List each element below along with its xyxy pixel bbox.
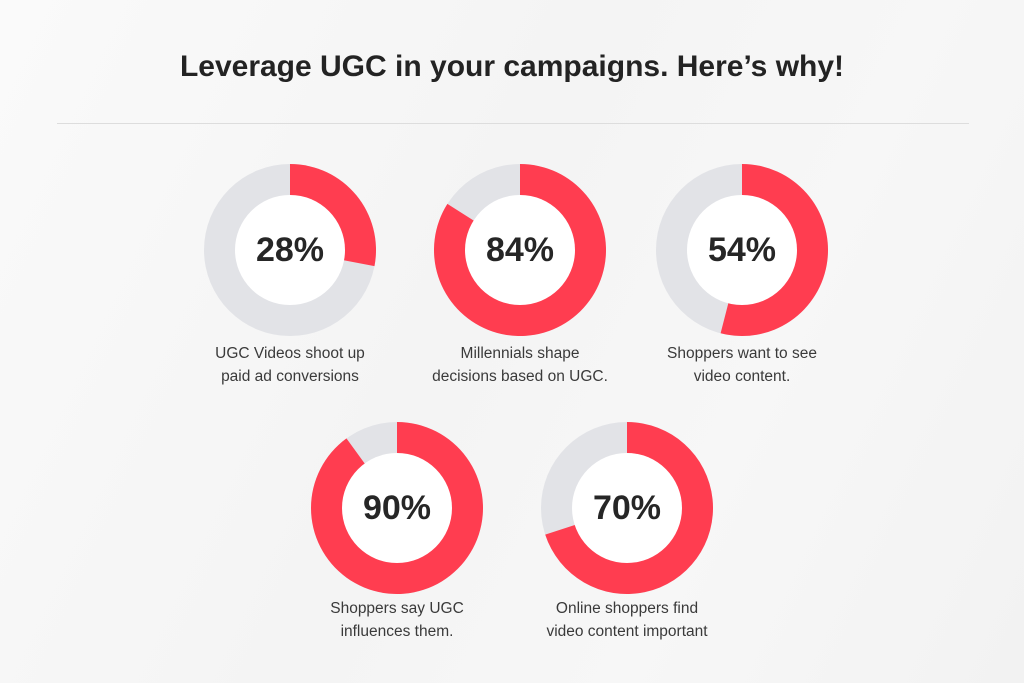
donut-caption-5: Online shoppers find video content impor… — [507, 597, 747, 643]
donut-chart-5: 70% — [541, 422, 713, 594]
donut-chart-2: 84% — [434, 164, 606, 336]
donut-chart-3: 54% — [656, 164, 828, 336]
caption-line: influences them. — [340, 623, 454, 640]
donut-chart-4: 90% — [311, 422, 483, 594]
donut-ring — [204, 164, 376, 336]
donut-chart-1: 28% — [204, 164, 376, 336]
donut-ring — [434, 164, 606, 336]
caption-line: video content. — [693, 368, 791, 385]
caption-line: UGC Videos shoot up — [215, 345, 365, 362]
caption-line: Shoppers say UGC — [330, 600, 464, 617]
caption-line: decisions based on UGC. — [432, 368, 608, 385]
donut-percentage: 54% — [707, 230, 777, 269]
donut-percentage: 70% — [592, 488, 662, 527]
donut-caption-2: Millennials shape decisions based on UGC… — [400, 342, 640, 388]
caption-line: video content important — [546, 623, 708, 640]
caption-line: Online shoppers find — [555, 600, 699, 617]
donut-ring — [541, 422, 713, 594]
donut-caption-3: Shoppers want to see video content. — [622, 342, 862, 388]
caption-line: paid ad conversions — [221, 368, 359, 385]
donut-caption-4: Shoppers say UGC influences them. — [277, 597, 517, 643]
divider — [57, 123, 969, 124]
donut-percentage: 90% — [362, 488, 432, 527]
caption-line: Shoppers want to see — [667, 345, 817, 362]
donut-ring — [311, 422, 483, 594]
donut-percentage: 28% — [255, 230, 325, 269]
donut-percentage: 84% — [485, 230, 555, 269]
caption-line: Millennials shape — [460, 345, 580, 362]
donut-caption-1: UGC Videos shoot up paid ad conversions — [170, 342, 410, 388]
page-title: Leverage UGC in your campaigns. Here’s w… — [179, 50, 845, 83]
donut-ring — [656, 164, 828, 336]
